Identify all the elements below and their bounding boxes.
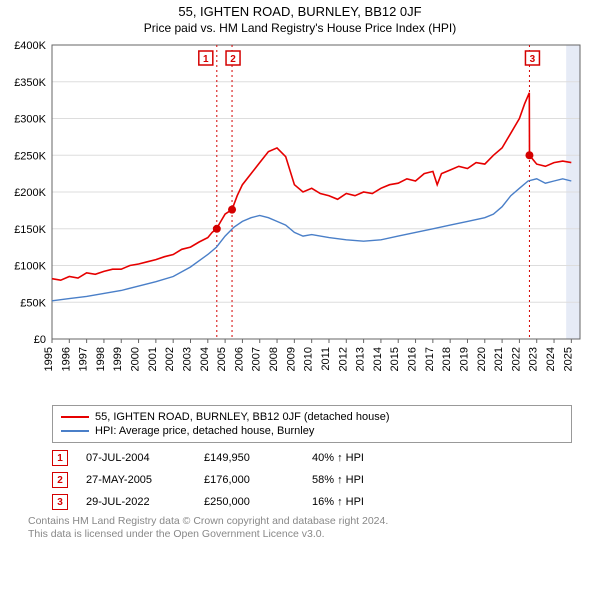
chart-subtitle: Price paid vs. HM Land Registry's House … <box>0 19 600 39</box>
transaction-price: £176,000 <box>204 474 294 486</box>
ytick-label: £300K <box>14 114 46 126</box>
xtick-label: 1997 <box>78 347 90 371</box>
transaction-date: 29-JUL-2022 <box>86 496 186 508</box>
license-line-1: Contains HM Land Registry data © Crown c… <box>28 515 572 528</box>
xtick-label: 2017 <box>424 347 436 371</box>
transaction-date: 07-JUL-2004 <box>86 452 186 464</box>
xtick-label: 2006 <box>233 347 245 371</box>
xtick-label: 2010 <box>303 347 315 371</box>
transaction-marker: 3 <box>52 494 68 510</box>
transaction-price: £250,000 <box>204 496 294 508</box>
xtick-label: 2008 <box>268 347 280 371</box>
price-chart-svg: £0 £50K £100K £150K £200K £250K £300K £350K £400… <box>0 39 600 399</box>
legend-row: HPI: Average price, detached house, Burn… <box>61 424 563 438</box>
sale-marker-number: 1 <box>203 54 209 65</box>
transaction-pct: 40% ↑ HPI <box>312 452 402 464</box>
xtick-label: 2014 <box>372 347 384 371</box>
legend-swatch <box>61 416 89 418</box>
xtick-label: 1996 <box>60 347 72 371</box>
xtick-label: 2015 <box>389 347 401 371</box>
xtick-label: 2000 <box>130 347 142 371</box>
xtick-label: 2007 <box>251 347 263 371</box>
xtick-label: 2018 <box>441 347 453 371</box>
xtick-label: 1995 <box>43 347 55 371</box>
xtick-label: 1998 <box>95 347 107 371</box>
license-line-2: This data is licensed under the Open Gov… <box>28 528 572 541</box>
xtick-label: 2011 <box>320 347 332 371</box>
sale-marker-number: 2 <box>230 54 236 65</box>
legend: 55, IGHTEN ROAD, BURNLEY, BB12 0JF (deta… <box>52 405 572 443</box>
xtick-label: 2016 <box>407 347 419 371</box>
xtick-label: 2003 <box>181 347 193 371</box>
xtick-label: 2023 <box>528 347 540 371</box>
series-line <box>52 93 571 280</box>
sale-marker-point <box>525 151 533 159</box>
ytick-label: £200K <box>14 187 46 199</box>
xtick-label: 2002 <box>164 347 176 371</box>
xtick-label: 2005 <box>216 347 228 371</box>
transaction-marker: 1 <box>52 450 68 466</box>
sale-marker-number: 3 <box>530 54 536 65</box>
series-line <box>52 179 571 301</box>
xtick-label: 1999 <box>112 347 124 371</box>
transaction-row: 3 29-JUL-2022 £250,000 16% ↑ HPI <box>28 491 572 513</box>
transaction-price: £149,950 <box>204 452 294 464</box>
xtick-label: 2001 <box>147 347 159 371</box>
transaction-pct: 16% ↑ HPI <box>312 496 402 508</box>
transaction-row: 1 07-JUL-2004 £149,950 40% ↑ HPI <box>28 447 572 469</box>
xtick-label: 2009 <box>285 347 297 371</box>
legend-label: 55, IGHTEN ROAD, BURNLEY, BB12 0JF (deta… <box>95 411 389 423</box>
legend-label: HPI: Average price, detached house, Burn… <box>95 425 314 437</box>
xtick-label: 2025 <box>562 347 574 371</box>
xtick-label: 2019 <box>458 347 470 371</box>
xtick-label: 2012 <box>337 347 349 371</box>
ytick-label: £100K <box>14 261 46 273</box>
ytick-label: £400K <box>14 40 46 52</box>
transaction-marker: 2 <box>52 472 68 488</box>
xtick-label: 2020 <box>476 347 488 371</box>
transaction-row: 2 27-MAY-2005 £176,000 58% ↑ HPI <box>28 469 572 491</box>
sale-marker-point <box>213 225 221 233</box>
ytick-label: £150K <box>14 224 46 236</box>
transaction-date: 27-MAY-2005 <box>86 474 186 486</box>
xtick-label: 2021 <box>493 347 505 371</box>
chart-title: 55, IGHTEN ROAD, BURNLEY, BB12 0JF <box>0 0 600 19</box>
xtick-label: 2022 <box>510 347 522 371</box>
sale-marker-point <box>228 206 236 214</box>
xtick-label: 2024 <box>545 347 557 371</box>
transaction-pct: 58% ↑ HPI <box>312 474 402 486</box>
license-text: Contains HM Land Registry data © Crown c… <box>28 515 572 541</box>
ytick-label: £50K <box>20 297 46 309</box>
chart-area: £0 £50K £100K £150K £200K £250K £300K £350K £400… <box>0 39 600 399</box>
xtick-label: 2004 <box>199 347 211 371</box>
ytick-label: £0 <box>34 334 46 346</box>
legend-swatch <box>61 430 89 432</box>
transactions-table: 1 07-JUL-2004 £149,950 40% ↑ HPI 2 27-MAY-200… <box>28 447 572 513</box>
ytick-label: £350K <box>14 77 46 89</box>
xtick-label: 2013 <box>355 347 367 371</box>
ytick-label: £250K <box>14 150 46 162</box>
legend-row: 55, IGHTEN ROAD, BURNLEY, BB12 0JF (deta… <box>61 410 563 424</box>
